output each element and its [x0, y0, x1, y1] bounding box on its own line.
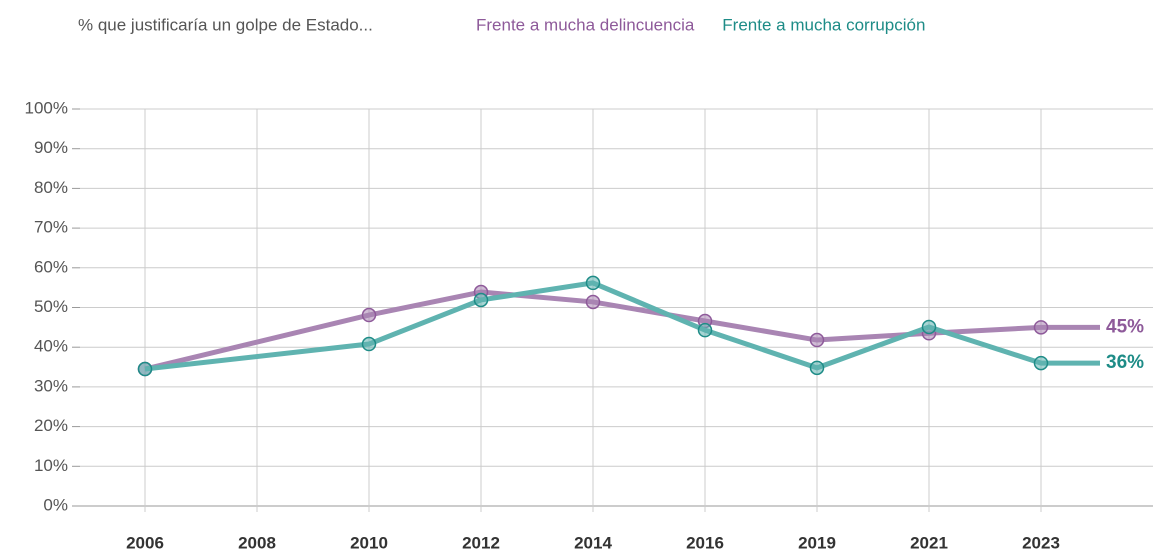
series-line — [144, 280, 1100, 372]
y-tick-label: 80% — [34, 178, 68, 197]
point — [585, 275, 601, 291]
legend-title: % que justificaría un golpe de Estado... — [78, 15, 373, 34]
y-tick-label: 30% — [34, 376, 68, 395]
point — [1033, 320, 1049, 335]
y-tick-label: 60% — [34, 257, 68, 276]
y-tick-label: 10% — [34, 456, 68, 475]
point — [137, 361, 153, 377]
end-label: 36% — [1106, 352, 1144, 373]
point — [697, 322, 713, 338]
point — [1033, 355, 1049, 371]
x-tick-label: 2006 — [126, 533, 164, 552]
x-tick-label: 2016 — [686, 533, 724, 552]
x-tick-label: 2019 — [798, 533, 836, 552]
y-tick-label: 0% — [43, 495, 68, 514]
point — [921, 319, 937, 335]
y-tick-label: 50% — [34, 297, 68, 316]
point — [361, 307, 377, 323]
x-tick-label: 2023 — [1022, 533, 1060, 552]
x-tick-label: 2010 — [350, 533, 388, 552]
end-label: 45% — [1106, 316, 1144, 337]
x-tick-label: 2014 — [574, 533, 612, 552]
point — [361, 336, 377, 352]
x-tick-label: 2021 — [910, 533, 948, 552]
y-tick-label: 90% — [34, 138, 68, 157]
y-tick-label: 100% — [25, 98, 68, 117]
point — [809, 360, 825, 376]
x-tick-label: 2008 — [238, 533, 276, 552]
point — [809, 332, 825, 348]
y-tick-label: 20% — [34, 416, 68, 435]
x-tick-label: 2012 — [462, 533, 500, 552]
y-tick-label: 70% — [34, 218, 68, 237]
series-line — [144, 289, 1100, 372]
y-tick-label: 40% — [34, 337, 68, 356]
point — [473, 292, 489, 308]
legend-entry: Frente a mucha delincuencia — [476, 15, 695, 34]
point — [585, 294, 601, 310]
legend-entry: Frente a mucha corrupción — [722, 15, 925, 34]
